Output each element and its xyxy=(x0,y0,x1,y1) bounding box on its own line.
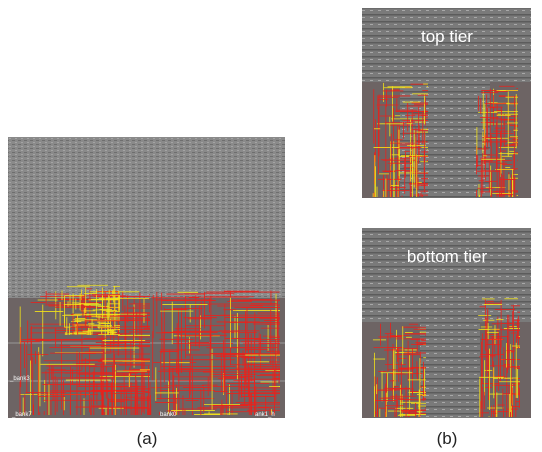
layout-a: _bank3 _bank7 bank0 ank1_h xyxy=(8,137,285,418)
bank-label: bank0 xyxy=(160,412,177,418)
bank-label: _bank3 xyxy=(9,376,30,382)
layout-top-tier: top tier xyxy=(362,8,531,198)
bank-label: _bank7 xyxy=(11,412,32,418)
tier-label: top tier xyxy=(421,27,473,46)
bank-label: ank1_h xyxy=(255,412,275,418)
caption: (b) xyxy=(437,429,458,448)
layout-bottom-tier: bottom tier xyxy=(362,228,531,418)
caption: (a) xyxy=(137,429,158,448)
tier-label: bottom tier xyxy=(407,247,488,266)
figure: _bank3 _bank7 bank0 ank1_h top tier bott… xyxy=(0,0,542,452)
